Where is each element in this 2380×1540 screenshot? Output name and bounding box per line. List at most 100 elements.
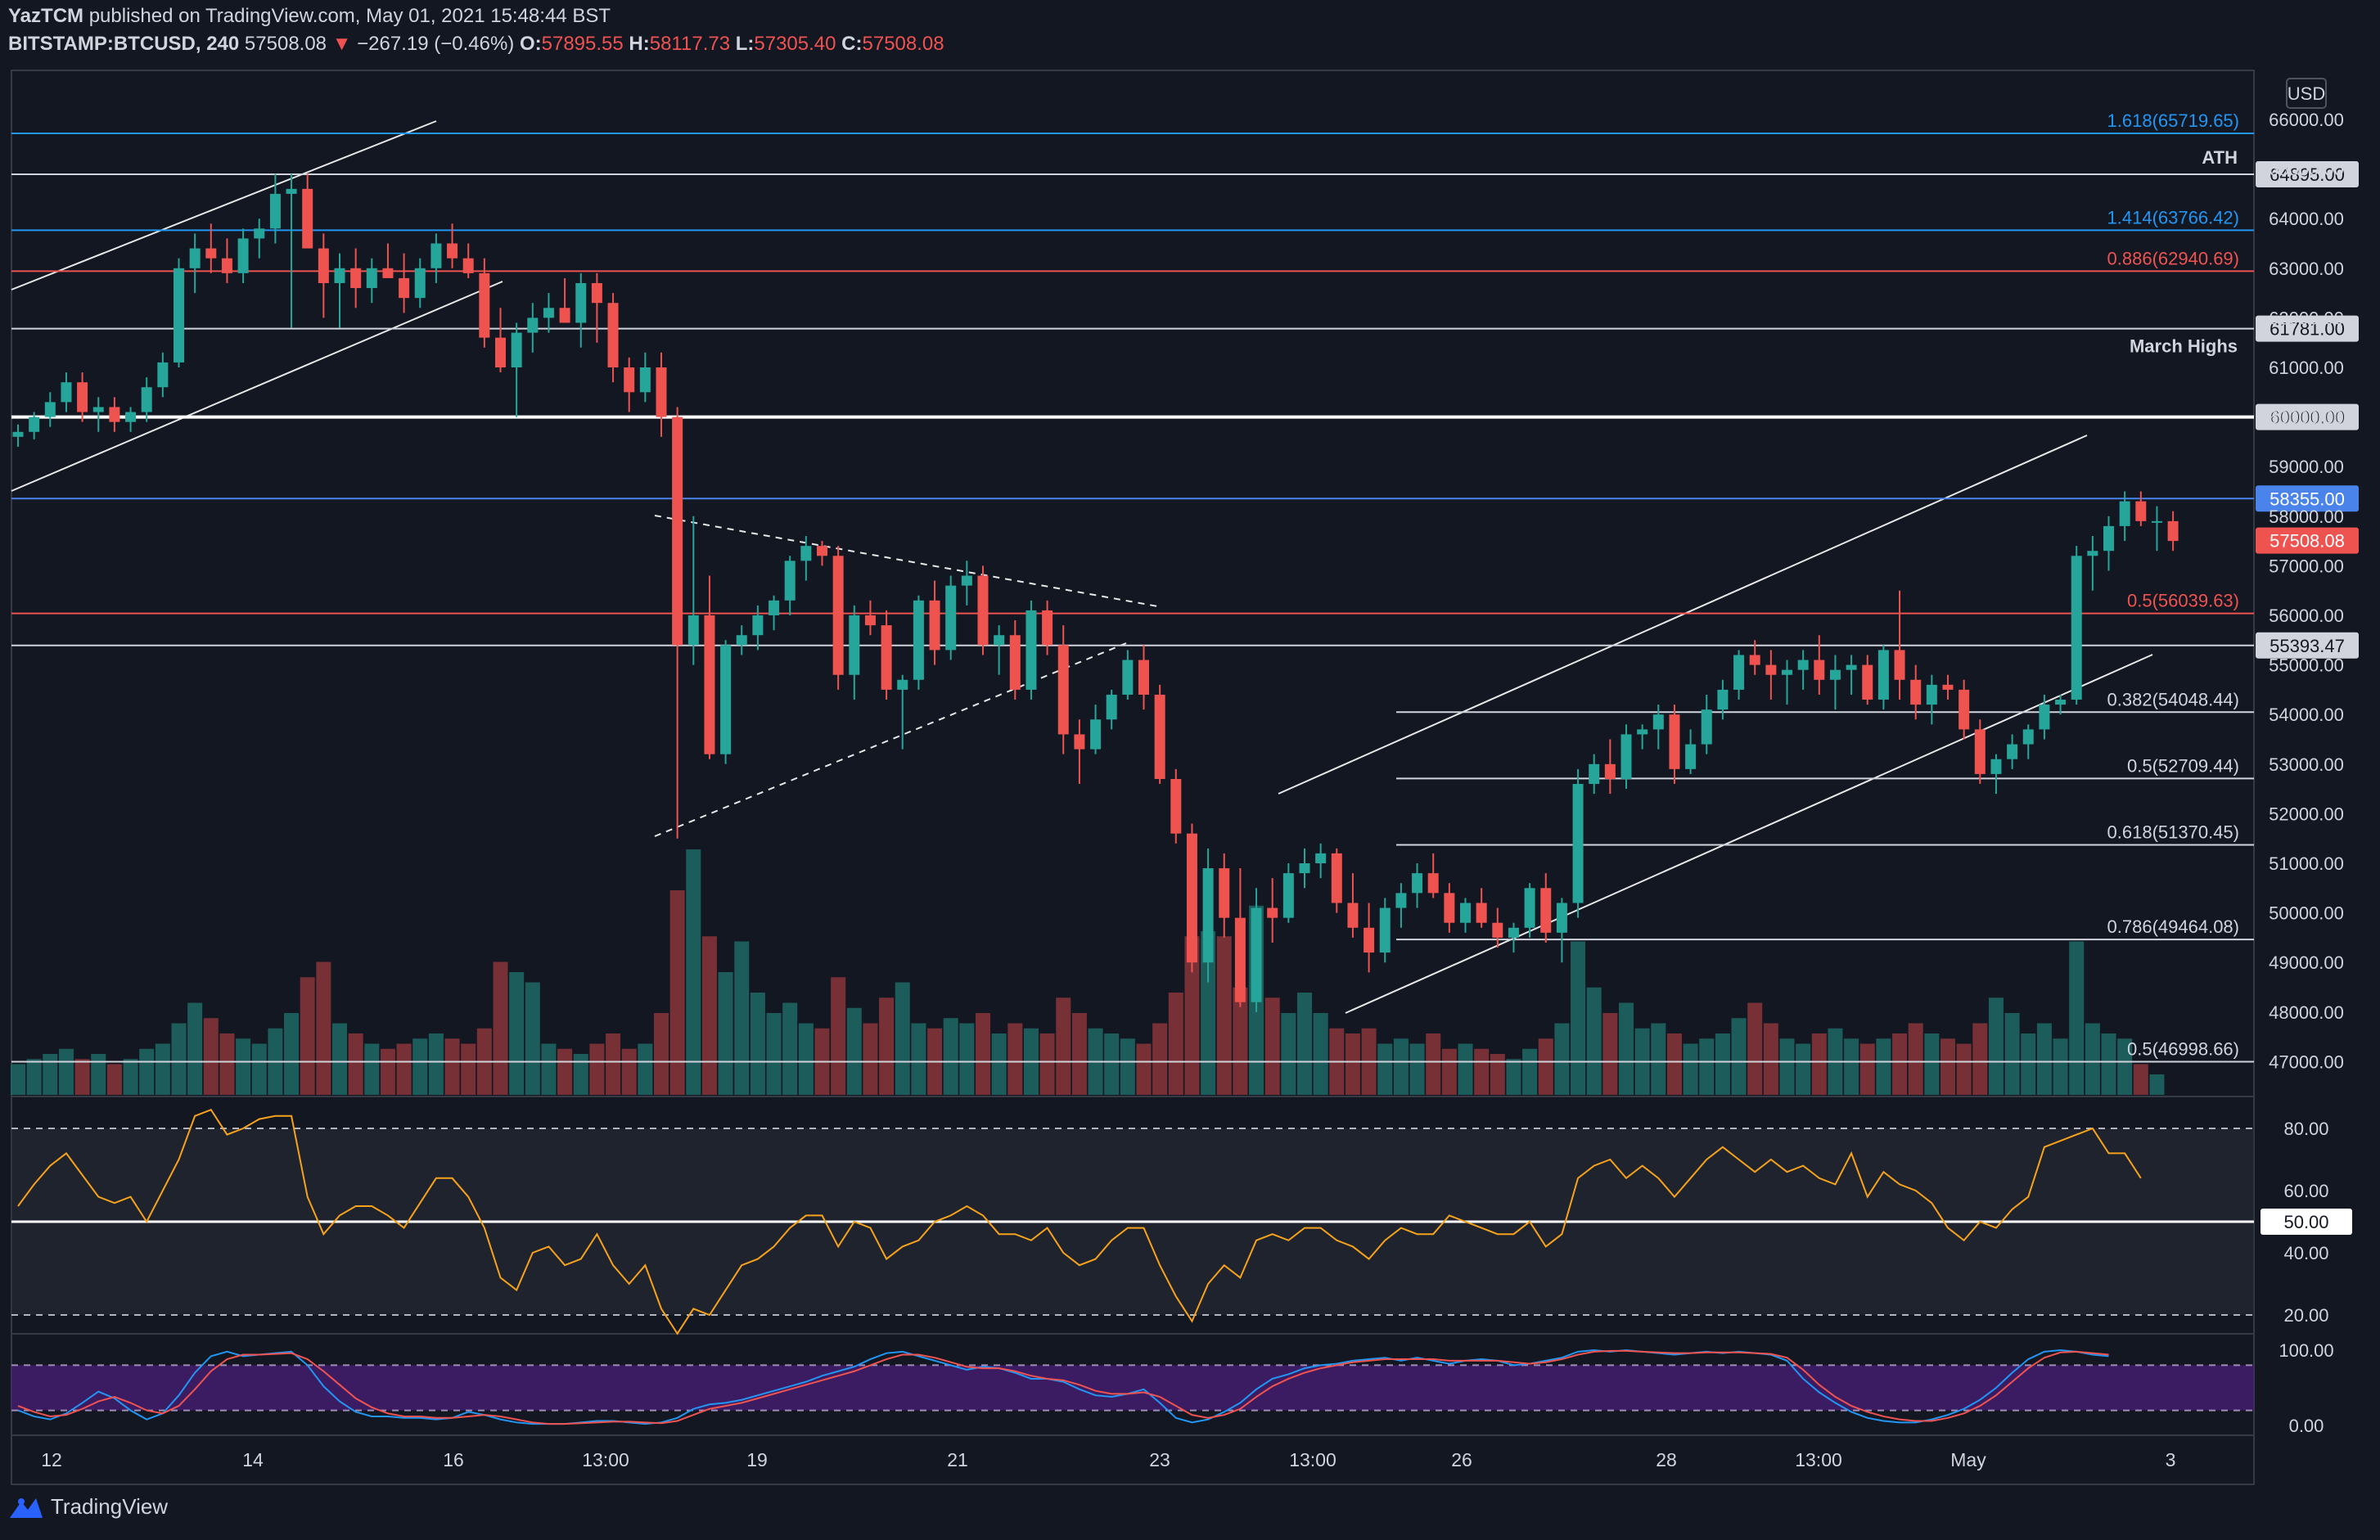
ascending-channel-upper[interactable]: [1278, 435, 2088, 795]
channel-upper-line[interactable]: [11, 120, 437, 290]
candle-body: [109, 407, 120, 422]
volume-bar: [412, 1038, 428, 1095]
candle-body: [817, 546, 827, 556]
volume-bar: [2085, 1023, 2100, 1095]
volume-bar: [654, 1013, 669, 1095]
price-axis-label: 53000.00: [2269, 754, 2344, 775]
volume-bar: [493, 961, 508, 1095]
candle-body: [881, 625, 892, 690]
volume-bar: [621, 1048, 637, 1095]
fib-ratio: 0.5: [2127, 591, 2152, 611]
candle-body: [1942, 684, 1954, 690]
time-axis-label: 26: [1451, 1449, 1472, 1470]
candle-body: [1701, 709, 1712, 745]
volume-bar: [58, 1048, 74, 1095]
fib-price: (49464.08): [2152, 916, 2239, 937]
candle-body: [1492, 922, 1503, 938]
time-axis-label: 13:00: [1795, 1449, 1842, 1470]
volume-bar: [846, 1007, 862, 1095]
candle-body: [1846, 664, 1857, 670]
time-axis-label: 14: [242, 1449, 264, 1470]
rsi-mid-tag-text: 50.00: [2283, 1212, 2328, 1232]
stoch-band: [11, 1365, 2254, 1411]
candle-body: [2119, 501, 2130, 526]
candle-body: [977, 575, 989, 646]
tradingview-logo[interactable]: TradingView: [8, 1494, 168, 1520]
candle-body: [2071, 556, 2082, 700]
volume-bar: [831, 977, 846, 1095]
volume-bar: [1908, 1023, 1923, 1095]
candle-body: [174, 268, 184, 362]
time-axis-label: 13:00: [582, 1449, 629, 1470]
stoch-line: [17, 1349, 2109, 1425]
close-label: C:: [841, 33, 863, 55]
volume-bar: [1458, 1043, 1473, 1095]
volume-bar: [1104, 1033, 1120, 1095]
volume-bar: [1522, 1048, 1538, 1095]
volume-bar: [187, 1002, 203, 1095]
fib-label: 0.886(62940.69): [2107, 248, 2239, 268]
volume-bar: [316, 961, 331, 1095]
stoch-axis-label: 100.00: [2279, 1340, 2333, 1361]
candle-body: [736, 635, 747, 646]
candle-body: [1620, 734, 1632, 779]
triangle-upper-line[interactable]: [654, 515, 1163, 608]
volume-bar: [1602, 1013, 1618, 1095]
volume-bar: [1136, 1043, 1152, 1095]
volume-bar: [1409, 1043, 1425, 1095]
price-axis-label: 60000.00: [2269, 408, 2344, 428]
volume-bar: [669, 890, 685, 1095]
volume-bar: [1699, 1038, 1715, 1095]
ascending-channel-lower[interactable]: [1345, 654, 2153, 1014]
publish-line: YazTCM published on TradingView.com, May…: [8, 5, 611, 28]
fib-price: (56039.63): [2152, 591, 2239, 611]
candle-body: [1894, 650, 1905, 680]
volume-bar: [428, 1033, 444, 1095]
volume-bar: [2021, 1033, 2036, 1095]
volume-bar: [1988, 997, 2004, 1095]
volume-bar: [1731, 1018, 1747, 1095]
time-axis-label: 13:00: [1289, 1449, 1336, 1470]
channel-lower-line[interactable]: [11, 281, 503, 492]
level-name: ATH: [2202, 147, 2238, 168]
volume-bar: [1538, 1038, 1553, 1095]
volume-bar: [251, 1043, 267, 1095]
volume-bar: [509, 972, 525, 1095]
candle-body: [1122, 660, 1134, 695]
candle-body: [1025, 610, 1037, 690]
price-tag: [2256, 315, 2359, 342]
candle-body: [237, 238, 249, 273]
candle-body: [29, 417, 40, 432]
candle-body: [2135, 501, 2147, 521]
volume-bar: [1586, 987, 1602, 1095]
volume-bar: [1233, 987, 1248, 1095]
volume-bar: [396, 1043, 412, 1095]
volume-bar: [1039, 1033, 1055, 1095]
candle-body: [1074, 734, 1085, 750]
candle-body: [2007, 744, 2018, 759]
candle-body: [1669, 714, 1680, 769]
candle-body: [559, 308, 570, 323]
volume-bar: [1297, 993, 1312, 1095]
candle-body: [1234, 917, 1246, 1002]
volume-bar: [139, 1048, 155, 1095]
candle-body: [929, 600, 940, 651]
candle-body: [913, 600, 924, 680]
volume-bar: [1619, 1002, 1634, 1095]
price-tag-text: 57508.08: [2270, 531, 2345, 552]
candle-body: [994, 635, 1005, 646]
candle-body: [511, 332, 522, 367]
candle-body: [1604, 763, 1616, 779]
fib-price: (52709.44): [2152, 755, 2239, 776]
price-tag-text: 55393.47: [2270, 636, 2345, 656]
candle-body: [1299, 863, 1310, 874]
currency-badge[interactable]: [2286, 78, 2327, 109]
candle-body: [366, 268, 377, 289]
candle-body: [1508, 927, 1519, 938]
candle-body: [1412, 873, 1423, 894]
level-tag-bg: [2202, 146, 2244, 169]
candle-body: [2022, 729, 2034, 745]
candle-body: [1990, 759, 2002, 774]
fib-label: 1.414(63766.42): [2107, 207, 2239, 227]
